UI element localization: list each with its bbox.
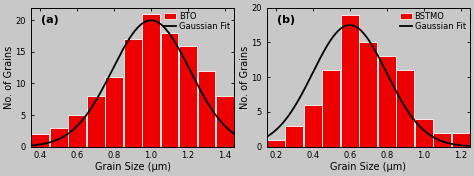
Legend: BTO, Gaussian Fit: BTO, Gaussian Fit <box>162 10 232 33</box>
Bar <box>68 115 86 147</box>
Text: (b): (b) <box>277 15 295 25</box>
Bar <box>216 96 234 147</box>
Bar <box>161 33 179 147</box>
Bar <box>285 126 303 147</box>
Bar <box>359 42 377 147</box>
Bar <box>433 133 451 147</box>
Bar <box>378 56 396 147</box>
Bar <box>87 96 105 147</box>
Bar <box>322 70 340 147</box>
Y-axis label: No. of Grains: No. of Grains <box>240 46 250 109</box>
Y-axis label: No. of Grains: No. of Grains <box>4 46 14 109</box>
Bar <box>198 71 216 147</box>
Legend: BSTMO, Gaussian Fit: BSTMO, Gaussian Fit <box>398 10 467 33</box>
Bar <box>304 105 322 147</box>
Bar <box>105 77 123 147</box>
Bar <box>31 134 49 147</box>
Bar <box>396 70 414 147</box>
Bar <box>50 128 68 147</box>
Bar <box>267 140 285 147</box>
Bar <box>415 119 433 147</box>
Bar <box>341 15 359 147</box>
Bar <box>452 133 470 147</box>
Bar <box>142 14 160 147</box>
Bar <box>124 39 142 147</box>
Bar <box>179 46 197 147</box>
X-axis label: Grain Size (μm): Grain Size (μm) <box>330 162 406 172</box>
X-axis label: Grain Size (μm): Grain Size (μm) <box>95 162 171 172</box>
Text: (a): (a) <box>41 15 59 25</box>
